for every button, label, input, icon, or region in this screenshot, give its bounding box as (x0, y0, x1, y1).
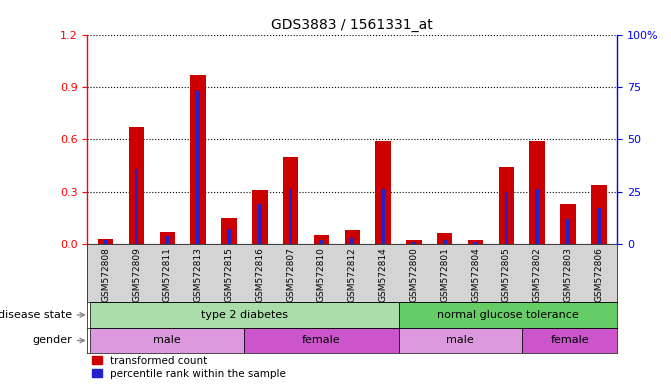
Bar (252, 190, 268, 244)
Text: GSM572807: GSM572807 (286, 247, 295, 302)
Bar (566, 219, 570, 244)
Bar (499, 167, 514, 244)
Bar (160, 232, 175, 244)
Bar (91, 302, 399, 328)
Bar (135, 169, 138, 244)
Text: GSM572800: GSM572800 (409, 247, 419, 302)
Bar (412, 242, 416, 244)
Text: GSM572803: GSM572803 (564, 247, 572, 302)
Bar (197, 91, 200, 244)
Text: GSM572812: GSM572812 (348, 247, 357, 301)
Bar (399, 328, 522, 353)
Bar (283, 157, 299, 244)
Bar (244, 328, 399, 353)
Text: female: female (550, 336, 589, 346)
Bar (468, 240, 483, 244)
Bar (381, 189, 385, 244)
Bar (129, 127, 144, 244)
Bar (474, 242, 477, 244)
Title: GDS3883 / 1561331_at: GDS3883 / 1561331_at (271, 18, 433, 32)
Text: disease state: disease state (0, 310, 85, 320)
Text: GSM572801: GSM572801 (440, 247, 449, 302)
Bar (375, 141, 391, 244)
Text: gender: gender (32, 336, 85, 346)
Bar (560, 204, 576, 244)
Bar (227, 229, 231, 244)
Bar (314, 235, 329, 244)
Bar (345, 230, 360, 244)
Bar (166, 235, 169, 244)
Text: GSM572815: GSM572815 (225, 247, 234, 302)
Bar (319, 240, 323, 244)
Text: GSM572808: GSM572808 (101, 247, 110, 302)
Bar (437, 233, 452, 244)
Text: GSM572816: GSM572816 (256, 247, 264, 302)
Text: GSM572813: GSM572813 (194, 247, 203, 302)
Bar (522, 328, 617, 353)
Text: type 2 diabetes: type 2 diabetes (201, 310, 288, 320)
Bar (104, 240, 107, 244)
Bar (98, 239, 113, 244)
Bar (406, 240, 421, 244)
Bar (221, 218, 237, 244)
Bar (289, 189, 293, 244)
Text: GSM572810: GSM572810 (317, 247, 326, 302)
Bar (258, 204, 262, 244)
Bar (443, 240, 447, 244)
Bar (191, 75, 206, 244)
Bar (91, 328, 244, 353)
Bar (597, 209, 601, 244)
Text: GSM572802: GSM572802 (533, 247, 541, 301)
Text: GSM572806: GSM572806 (595, 247, 603, 302)
Text: female: female (302, 336, 341, 346)
Bar (505, 192, 508, 244)
Bar (535, 189, 539, 244)
Bar (529, 141, 545, 244)
Text: GSM572811: GSM572811 (163, 247, 172, 302)
Bar (591, 185, 607, 244)
Text: male: male (154, 336, 181, 346)
Text: normal glucose tolerance: normal glucose tolerance (437, 310, 579, 320)
Text: male: male (446, 336, 474, 346)
Text: GSM572805: GSM572805 (502, 247, 511, 302)
Bar (350, 238, 354, 244)
Legend: transformed count, percentile rank within the sample: transformed count, percentile rank withi… (93, 356, 286, 379)
Text: GSM572804: GSM572804 (471, 247, 480, 301)
Text: GSM572809: GSM572809 (132, 247, 141, 302)
Text: GSM572814: GSM572814 (378, 247, 388, 301)
Bar (399, 302, 617, 328)
